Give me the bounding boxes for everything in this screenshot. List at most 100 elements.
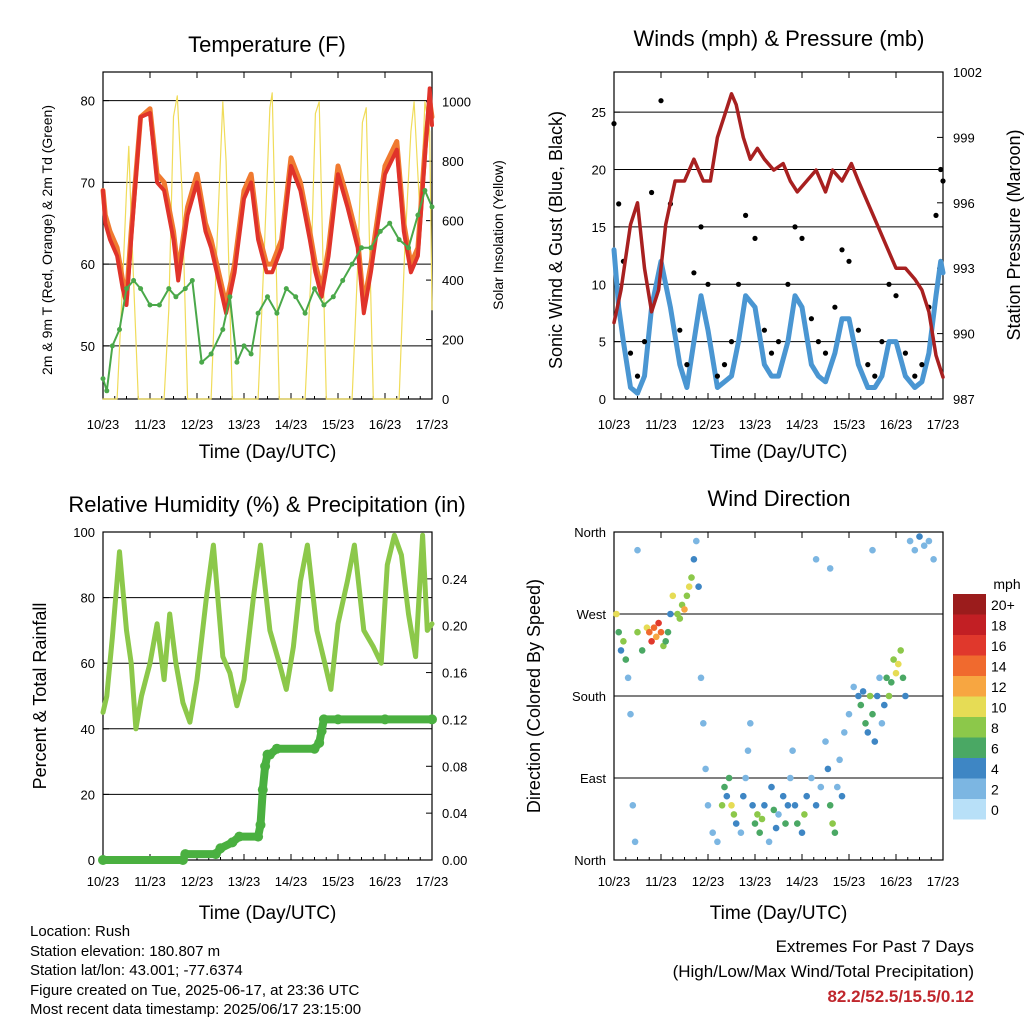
direction-point xyxy=(789,747,796,754)
direction-point xyxy=(864,729,872,736)
y-tick-label: 0 xyxy=(88,853,95,868)
gust-point xyxy=(705,281,711,287)
y2-tick-label: 0.24 xyxy=(442,572,467,587)
direction-point xyxy=(620,638,627,645)
direction-point xyxy=(869,710,876,718)
direction-point xyxy=(709,829,716,836)
dewpoint-series-line xyxy=(102,189,433,392)
legend-swatch xyxy=(953,799,986,820)
y-tick-label: 10 xyxy=(592,277,606,292)
y-tick-label: 20 xyxy=(81,787,95,802)
direction-point xyxy=(756,829,763,836)
rh-series-line xyxy=(100,532,435,732)
direction-point xyxy=(695,583,702,590)
direction-point xyxy=(700,720,707,727)
direction-point xyxy=(892,669,900,677)
chart-panel-2: 10/23 11/23 12/23 13/23 14/23 15/23 16/23 17/23… xyxy=(546,26,1024,463)
direction-point xyxy=(834,783,841,791)
direction-point xyxy=(615,628,622,636)
y-tick-label: 80 xyxy=(81,591,95,606)
y2-tick-label: 987 xyxy=(953,392,975,407)
temp-2m-series-line xyxy=(101,86,434,316)
gust-point xyxy=(808,316,815,322)
chart-title: Wind Direction xyxy=(707,486,850,511)
legend-swatch xyxy=(953,717,986,738)
x-tick-label: 14/23 xyxy=(275,874,308,889)
station-info: Location: Rush Station elevation: 180.80… xyxy=(30,922,361,1020)
x-tick-label: 11/23 xyxy=(645,417,677,432)
direction-point xyxy=(916,533,923,540)
gust-point xyxy=(768,350,775,356)
direction-point xyxy=(653,633,660,641)
chart-panel-1: 10/23 11/23 12/23 13/23 14/23 15/23 16/23 17/23… xyxy=(39,32,506,463)
chart-title: Temperature (F) xyxy=(188,32,346,57)
direction-point xyxy=(772,824,780,832)
y2-tick-label: 0.20 xyxy=(442,619,467,634)
gust-point xyxy=(721,362,728,368)
direction-point xyxy=(784,802,792,809)
direction-point xyxy=(838,792,846,800)
gust-point xyxy=(658,98,664,104)
direction-point xyxy=(862,720,869,727)
y-tick-label: 50 xyxy=(81,339,95,354)
direction-point xyxy=(801,811,808,818)
direction-point xyxy=(714,838,721,846)
direction-point xyxy=(721,783,728,791)
chart-panel-3: 10/23 11/23 12/23 13/23 14/23 15/23 16/23 17/23… xyxy=(30,492,467,924)
y-tick-label: North xyxy=(574,525,606,540)
legend-swatch xyxy=(953,758,986,779)
legend-label: 4 xyxy=(991,761,999,777)
direction-point xyxy=(737,829,745,836)
y2-tick-label: 200 xyxy=(442,333,464,348)
gust-point xyxy=(735,281,742,287)
gust-point xyxy=(698,224,704,230)
x-axis-label: Time (Day/UTC) xyxy=(199,903,337,924)
solar-series-line xyxy=(102,92,433,400)
gust-point xyxy=(792,224,798,230)
precip-point xyxy=(215,843,226,854)
direction-point xyxy=(747,720,754,727)
info-recent: Most recent data timestamp: 2025/06/17 2… xyxy=(30,1001,362,1018)
y2-tick-label: 0 xyxy=(442,392,449,407)
extremes-values: 82.2/52.5/15.5/0.12 xyxy=(827,987,974,1006)
direction-point xyxy=(754,811,761,818)
direction-point xyxy=(808,774,815,782)
gust-point xyxy=(846,258,852,264)
direction-point xyxy=(878,720,886,727)
y2-axis-label: Station Pressure (Maroon) xyxy=(1004,129,1024,340)
x-tick-label: 15/23 xyxy=(833,417,866,432)
direction-point xyxy=(899,674,907,682)
gust-point xyxy=(728,339,735,345)
x-axis-label: Time (Day/UTC) xyxy=(199,442,337,463)
direction-point xyxy=(890,656,897,663)
direction-point xyxy=(822,738,829,745)
y-tick-label: West xyxy=(577,607,607,622)
direction-point xyxy=(765,838,773,846)
legend-swatch xyxy=(953,635,986,656)
direction-point xyxy=(831,829,839,836)
x-tick-label: 17/23 xyxy=(927,417,960,432)
y-axis-label: Percent & Total Rainfall xyxy=(30,603,50,790)
direction-point xyxy=(881,701,888,709)
gust-point xyxy=(611,121,617,127)
direction-point xyxy=(866,692,874,700)
legend-label: 16 xyxy=(991,638,1007,654)
legend-swatch xyxy=(953,594,986,615)
direction-point xyxy=(768,783,775,791)
direction-point xyxy=(798,829,806,836)
direction-point xyxy=(613,610,620,618)
direction-point xyxy=(758,815,766,823)
direction-point xyxy=(751,820,759,827)
gust-point xyxy=(815,339,822,345)
gust-point xyxy=(839,247,845,253)
gust-point xyxy=(940,178,946,184)
x-tick-label: 11/23 xyxy=(134,417,166,432)
y-tick-label: North xyxy=(574,853,606,868)
gust-point xyxy=(832,304,838,310)
x-tick-label: 11/23 xyxy=(134,874,166,889)
direction-point xyxy=(895,660,902,668)
gust-point xyxy=(649,189,655,196)
direction-point xyxy=(803,792,810,800)
y-tick-label: 40 xyxy=(81,722,95,737)
direction-point xyxy=(690,556,698,563)
